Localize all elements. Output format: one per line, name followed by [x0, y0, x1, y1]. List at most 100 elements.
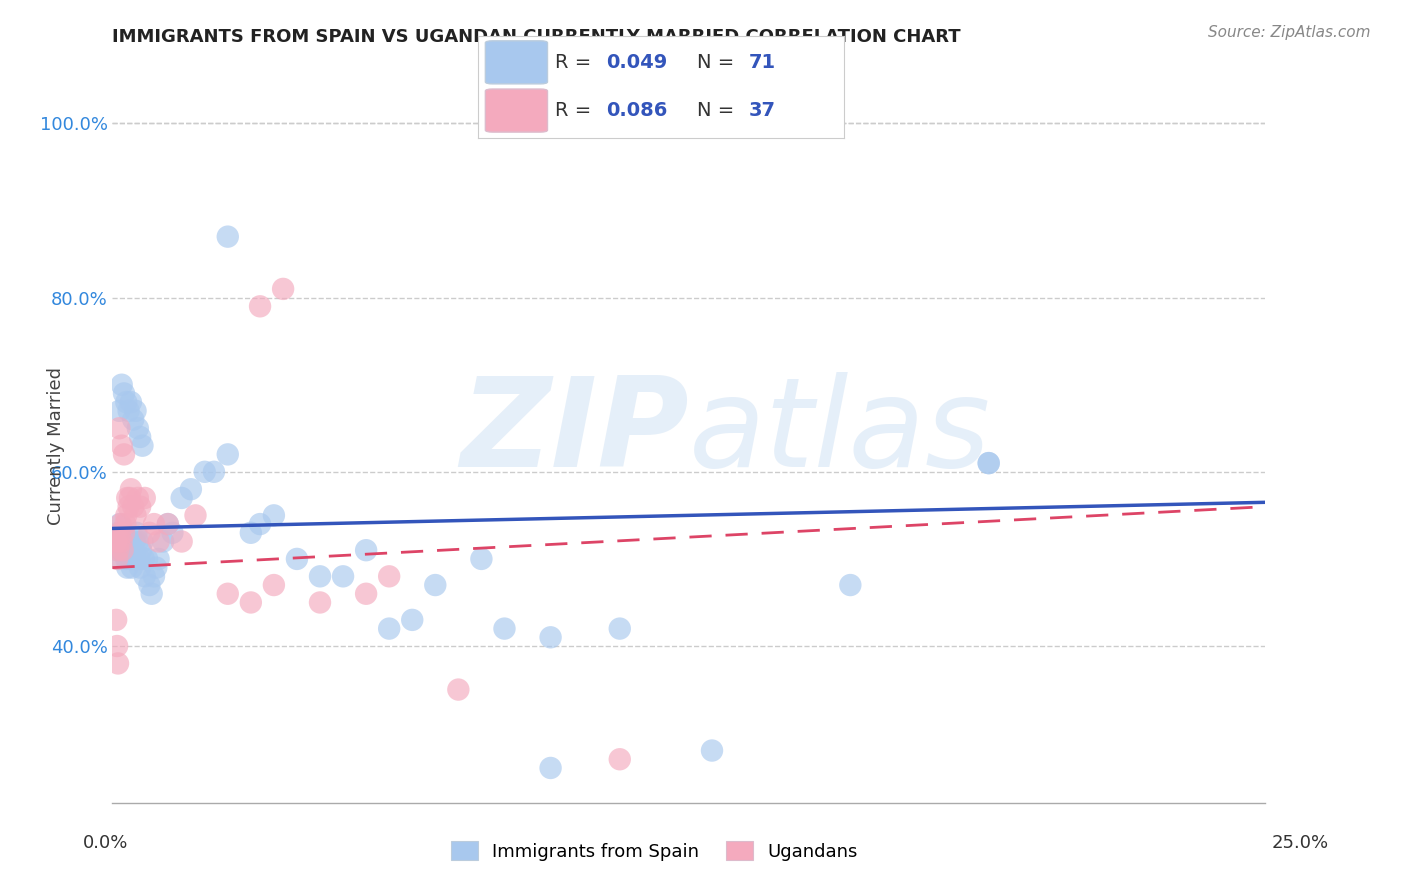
Point [134, 491, 156, 505]
Point [132, 552, 155, 566]
Point [143, 517, 166, 532]
Point [354, 587, 377, 601]
Point [447, 682, 470, 697]
Text: 37: 37 [748, 101, 776, 120]
Point [122, 500, 145, 514]
Point [112, 447, 135, 461]
Point [217, 447, 239, 461]
Point [156, 517, 179, 532]
Point [108, 534, 131, 549]
Point [285, 552, 308, 566]
Point [180, 482, 202, 496]
Point [494, 622, 516, 636]
Point [148, 534, 170, 549]
Point [129, 560, 152, 574]
Point [148, 552, 170, 566]
Point [108, 525, 131, 540]
Point [115, 508, 138, 523]
Point [127, 491, 149, 505]
Point [540, 761, 562, 775]
Point [540, 630, 562, 644]
Point [112, 525, 135, 540]
Point [108, 404, 131, 418]
Point [114, 534, 136, 549]
Point [378, 622, 401, 636]
Point [184, 508, 207, 523]
Point [138, 578, 160, 592]
Point [111, 534, 134, 549]
Point [138, 525, 160, 540]
Point [111, 377, 134, 392]
Point [152, 534, 174, 549]
Point [111, 543, 134, 558]
Point [194, 465, 217, 479]
Point [309, 569, 332, 583]
Point [114, 517, 136, 532]
Point [271, 282, 294, 296]
Text: 71: 71 [748, 53, 776, 72]
Point [115, 395, 138, 409]
Point [115, 560, 138, 574]
Point [401, 613, 423, 627]
Point [124, 534, 146, 549]
Point [110, 543, 132, 558]
Point [609, 622, 631, 636]
Text: IMMIGRANTS FROM SPAIN VS UGANDAN CURRENTLY MARRIED CORRELATION CHART: IMMIGRANTS FROM SPAIN VS UGANDAN CURRENT… [112, 28, 962, 45]
Point [129, 500, 152, 514]
Point [127, 534, 149, 549]
Point [107, 552, 129, 566]
Text: atlas: atlas [689, 372, 991, 493]
Point [117, 404, 139, 418]
FancyBboxPatch shape [485, 89, 547, 132]
Point [378, 569, 401, 583]
Point [129, 543, 152, 558]
Point [120, 482, 142, 496]
Point [115, 491, 138, 505]
Point [700, 743, 723, 757]
Point [122, 412, 145, 426]
Point [111, 525, 134, 540]
Text: 0.086: 0.086 [606, 101, 668, 120]
Point [977, 456, 1000, 470]
Point [202, 465, 225, 479]
Point [609, 752, 631, 766]
Point [136, 552, 159, 566]
Point [107, 543, 129, 558]
Point [141, 587, 163, 601]
FancyBboxPatch shape [485, 41, 547, 84]
Text: 25.0%: 25.0% [1272, 834, 1329, 852]
Point [115, 552, 138, 566]
Text: R =: R = [555, 101, 598, 120]
Point [118, 491, 141, 505]
Point [332, 569, 354, 583]
Point [105, 543, 128, 558]
Point [129, 430, 152, 444]
Legend: Immigrants from Spain, Ugandans: Immigrants from Spain, Ugandans [443, 834, 865, 868]
Point [117, 500, 139, 514]
Point [125, 525, 148, 540]
Point [217, 587, 239, 601]
Point [839, 578, 862, 592]
Point [156, 517, 179, 532]
Text: R =: R = [555, 53, 598, 72]
Point [128, 552, 150, 566]
Text: N =: N = [697, 101, 741, 120]
Point [112, 386, 135, 401]
Point [170, 534, 193, 549]
Point [249, 517, 271, 532]
Point [122, 543, 145, 558]
Point [124, 508, 146, 523]
Point [134, 569, 156, 583]
Point [249, 299, 271, 313]
Point [977, 456, 1000, 470]
Text: Source: ZipAtlas.com: Source: ZipAtlas.com [1208, 25, 1371, 40]
Point [105, 534, 128, 549]
Point [110, 517, 132, 532]
Point [105, 552, 128, 566]
Point [263, 578, 285, 592]
Point [263, 508, 285, 523]
Point [108, 421, 131, 435]
Point [108, 534, 131, 549]
Text: 0.049: 0.049 [606, 53, 668, 72]
Point [105, 534, 128, 549]
